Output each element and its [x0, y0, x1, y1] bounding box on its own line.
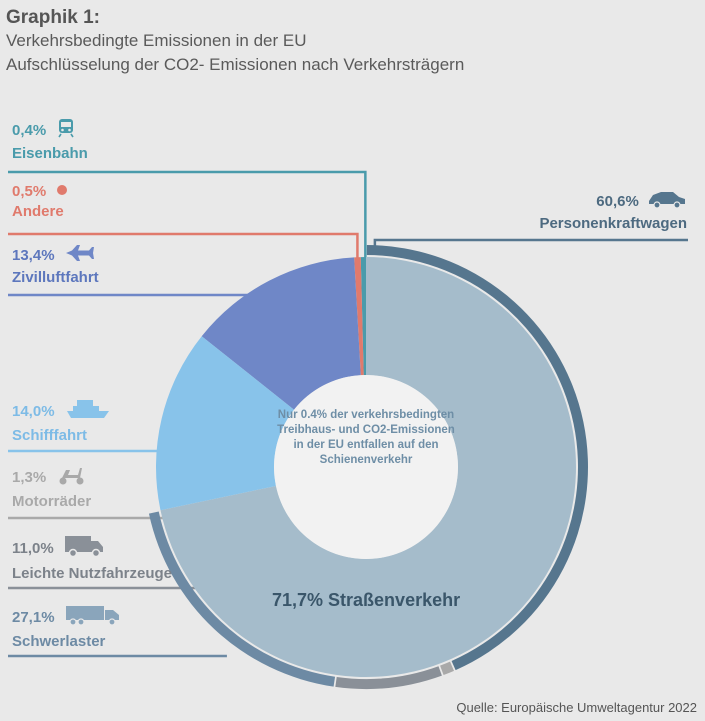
- chart-title: Verkehrsbedingte Emissionen in der EU: [6, 31, 307, 50]
- ship-icon: [65, 398, 111, 426]
- source-note: Quelle: Europäische Umweltagentur 2022: [456, 700, 697, 715]
- label-eisenbahn: 0,4% Eisenbahn: [12, 118, 88, 164]
- leichte-nutzfahrzeuge-name: Leichte Nutzfahrzeuge: [12, 565, 173, 582]
- schwerlaster-percent: 27,1%: [12, 608, 55, 626]
- label-schwerlaster: 27,1% Schwerlaster: [12, 604, 121, 652]
- schifffahrt-name: Schifffahrt: [12, 427, 87, 444]
- scooter-icon: [56, 464, 86, 492]
- donut-chart: [148, 245, 588, 690]
- schifffahrt-percent: 14,0%: [12, 402, 55, 420]
- ring-leichte nutzfahrzeuge: [335, 666, 442, 690]
- andere-name: Andere: [12, 203, 64, 221]
- van-icon: [64, 534, 104, 564]
- motorraeder-percent: 1,3%: [12, 468, 47, 486]
- car-icon: [647, 190, 687, 214]
- eisenbahn-percent: 0,4%: [12, 121, 47, 139]
- andere-percent: 0,5%: [12, 183, 47, 200]
- leader-andere: [8, 232, 359, 264]
- slice-strassenverkehr: [160, 257, 576, 677]
- slice-eisenbahn: [360, 257, 366, 376]
- leader-eisenbahn: [8, 170, 367, 264]
- chart-label: Graphik 1:: [6, 7, 100, 28]
- label-zivilluftfahrt: 13,4% Zivilluftfahrt: [12, 244, 99, 288]
- schwerlaster-name: Schwerlaster: [12, 633, 106, 650]
- label-motorraeder: 1,3% Motorräder: [12, 464, 91, 512]
- chart-subtitle: Aufschlüsselung der CO2- Emissionen nach…: [6, 55, 465, 74]
- leichte-nutzfahrzeuge-percent: 11,0%: [12, 539, 54, 557]
- leader-personenkraftwagen: [373, 238, 688, 248]
- road-transport-label: 71,7% Straßenverkehr: [272, 590, 461, 610]
- eisenbahn-name: Eisenbahn: [12, 145, 88, 162]
- truck-icon: [65, 604, 121, 632]
- label-personenkraftwagen: 60,6% Personenkraftwagen: [539, 190, 687, 234]
- label-leichte-nutzfahrzeuge: 11,0% Leichte Nutzfahrzeuge: [12, 534, 172, 584]
- personenkraftwagen-name: Personenkraftwagen: [539, 215, 687, 232]
- chart-header: Graphik 1: Verkehrsbedingte Emissionen i…: [6, 6, 464, 77]
- slice-andere: [354, 257, 364, 376]
- slice-zivilluftfahrt: [201, 257, 361, 410]
- label-andere: 0,5% Andere: [12, 182, 68, 222]
- airplane-icon: [65, 244, 95, 268]
- train-icon: [56, 118, 76, 144]
- zivilluftfahrt-percent: 13,4%: [12, 246, 55, 264]
- dot-icon: [56, 182, 68, 202]
- label-schifffahrt: 14,0% Schifffahrt: [12, 398, 111, 446]
- ring-motorräder: [440, 661, 454, 676]
- center-note: Nur 0.4% der verkehrsbedingten Treibhaus…: [277, 409, 455, 466]
- personenkraftwagen-percent: 60,6%: [596, 192, 639, 210]
- motorraeder-name: Motorräder: [12, 493, 92, 510]
- zivilluftfahrt-name: Zivilluftfahrt: [12, 269, 99, 286]
- slice-schifffahrt: [156, 336, 295, 511]
- donut-hole: [274, 375, 458, 559]
